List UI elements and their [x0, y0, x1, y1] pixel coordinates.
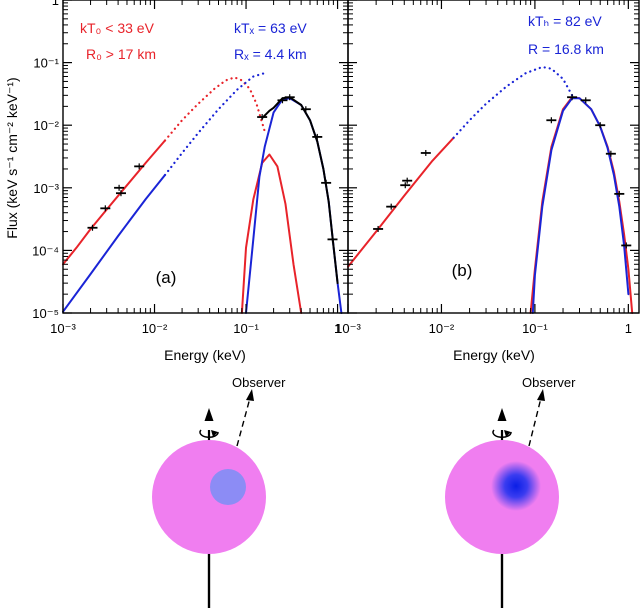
data-point: [100, 205, 111, 212]
y-tick-label: 10⁻³: [33, 181, 59, 196]
plot-area-a: [62, 71, 343, 314]
series-line-a-2: [240, 153, 303, 314]
hot-region-b: [491, 461, 541, 511]
series-line-b-3: [531, 97, 630, 314]
series-line-a-4: [163, 71, 266, 177]
annotation-rx: Rₓ = 4.4 km: [234, 46, 307, 62]
data-point: [87, 224, 98, 231]
neutron-star-a: [152, 440, 266, 554]
y-tick-label: 1: [52, 0, 59, 8]
y-axis-label: Flux (keV s⁻¹ cm⁻² keV⁻¹): [4, 77, 20, 238]
axis-ticks-a: 10⁻³ 10⁻² 10⁻¹ 1 10⁻⁵ 10⁻⁴ 10⁻³ 10⁻² 10⁻¹ 1: [32, 0, 348, 336]
data-point: [546, 117, 557, 124]
series-line-b-0: [347, 136, 455, 268]
data-point: [621, 242, 632, 249]
panel-a: 10⁻³ 10⁻² 10⁻¹ 1 10⁻⁵ 10⁻⁴ 10⁻³ 10⁻² 10⁻¹ 1 (a) E…: [4, 0, 349, 363]
panel-label-b: (b): [452, 261, 473, 280]
observer-arrowhead-icon-b: [537, 389, 545, 401]
observer-arrowhead-icon-a: [246, 389, 254, 401]
x-tick-label-b: 10⁻²: [429, 321, 455, 336]
data-point: [373, 225, 384, 232]
y-tick-label: 10⁻¹: [33, 56, 59, 71]
data-point: [114, 184, 125, 191]
data-point: [277, 97, 288, 104]
data-point: [420, 149, 431, 156]
data-point: [400, 182, 411, 189]
data-point: [134, 163, 145, 170]
rotation-spin-icon-b: [492, 429, 512, 439]
series-line-a-1: [163, 76, 266, 142]
y-tick-label: 10⁻⁴: [32, 243, 59, 258]
data-point: [327, 236, 338, 243]
annotation-r: R = 16.8 km: [528, 41, 604, 57]
data-point: [386, 203, 397, 210]
x-axis-label-b: Energy (keV): [453, 347, 535, 363]
series-line-a-6: [261, 96, 339, 285]
x-tick-label-a: 10⁻¹: [233, 321, 259, 336]
x-axis-label-a: Energy (keV): [164, 347, 246, 363]
observer-line-b: [528, 397, 542, 447]
annotation-kth: kTₕ = 82 eV: [528, 13, 602, 29]
data-point: [402, 177, 413, 184]
spin-arrowhead-icon-b: [504, 430, 511, 437]
annotation-r0: R₀ > 17 km: [86, 46, 156, 62]
data-point: [321, 179, 332, 186]
x-tick-label-a: 10⁻³: [50, 321, 76, 336]
star-diagram-a: Observer: [152, 375, 286, 608]
data-point: [595, 122, 606, 129]
data-point: [257, 114, 268, 121]
data-point: [115, 190, 126, 197]
axes-frame-b: [347, 0, 640, 314]
series-line-b-2: [529, 96, 634, 314]
x-tick-label-b: 10⁻¹: [522, 321, 548, 336]
annotation-ktx: kTₓ = 63 eV: [234, 20, 307, 36]
annotation-kt0: kT₀ < 33 eV: [80, 20, 155, 36]
data-point: [580, 97, 591, 104]
rotation-arrowhead-b: [497, 408, 507, 421]
x-tick-label-b: 1: [625, 321, 632, 336]
observer-label-b: Observer: [522, 375, 576, 390]
hot-cap-a: [210, 469, 246, 505]
x-tick-label-a: 10⁻²: [142, 321, 168, 336]
x-tick-label-b: 10⁻³: [335, 321, 361, 336]
series-line-a-3: [62, 174, 166, 313]
data-point: [284, 94, 295, 101]
x-tick-label-a: 1: [334, 321, 341, 336]
observer-line-a: [236, 397, 251, 447]
axis-ticks-b: 10⁻³ 10⁻² 10⁻¹ 1: [335, 0, 639, 336]
panel-label-a: (a): [156, 268, 177, 287]
series-line-a-0: [62, 139, 166, 266]
y-tick-label: 10⁻²: [33, 118, 59, 133]
rotation-spin-icon-a: [199, 429, 219, 439]
data-point: [614, 190, 625, 197]
star-diagram-b: Observer: [445, 375, 576, 608]
series-line-a-5: [245, 97, 343, 314]
data-point: [312, 133, 323, 140]
rotation-arrowhead-a: [204, 408, 214, 421]
observer-label-a: Observer: [232, 375, 286, 390]
spin-arrowhead-icon-a: [211, 430, 218, 437]
panel-b: 10⁻³ 10⁻² 10⁻¹ 1 (b) Energy (keV) kTₕ = 82 …: [335, 0, 640, 363]
y-tick-label: 10⁻⁵: [32, 306, 59, 321]
data-point: [567, 94, 578, 101]
data-point: [300, 106, 311, 113]
data-point: [605, 150, 616, 157]
plot-area-b: [347, 65, 634, 314]
series-line-b-1: [452, 65, 574, 139]
